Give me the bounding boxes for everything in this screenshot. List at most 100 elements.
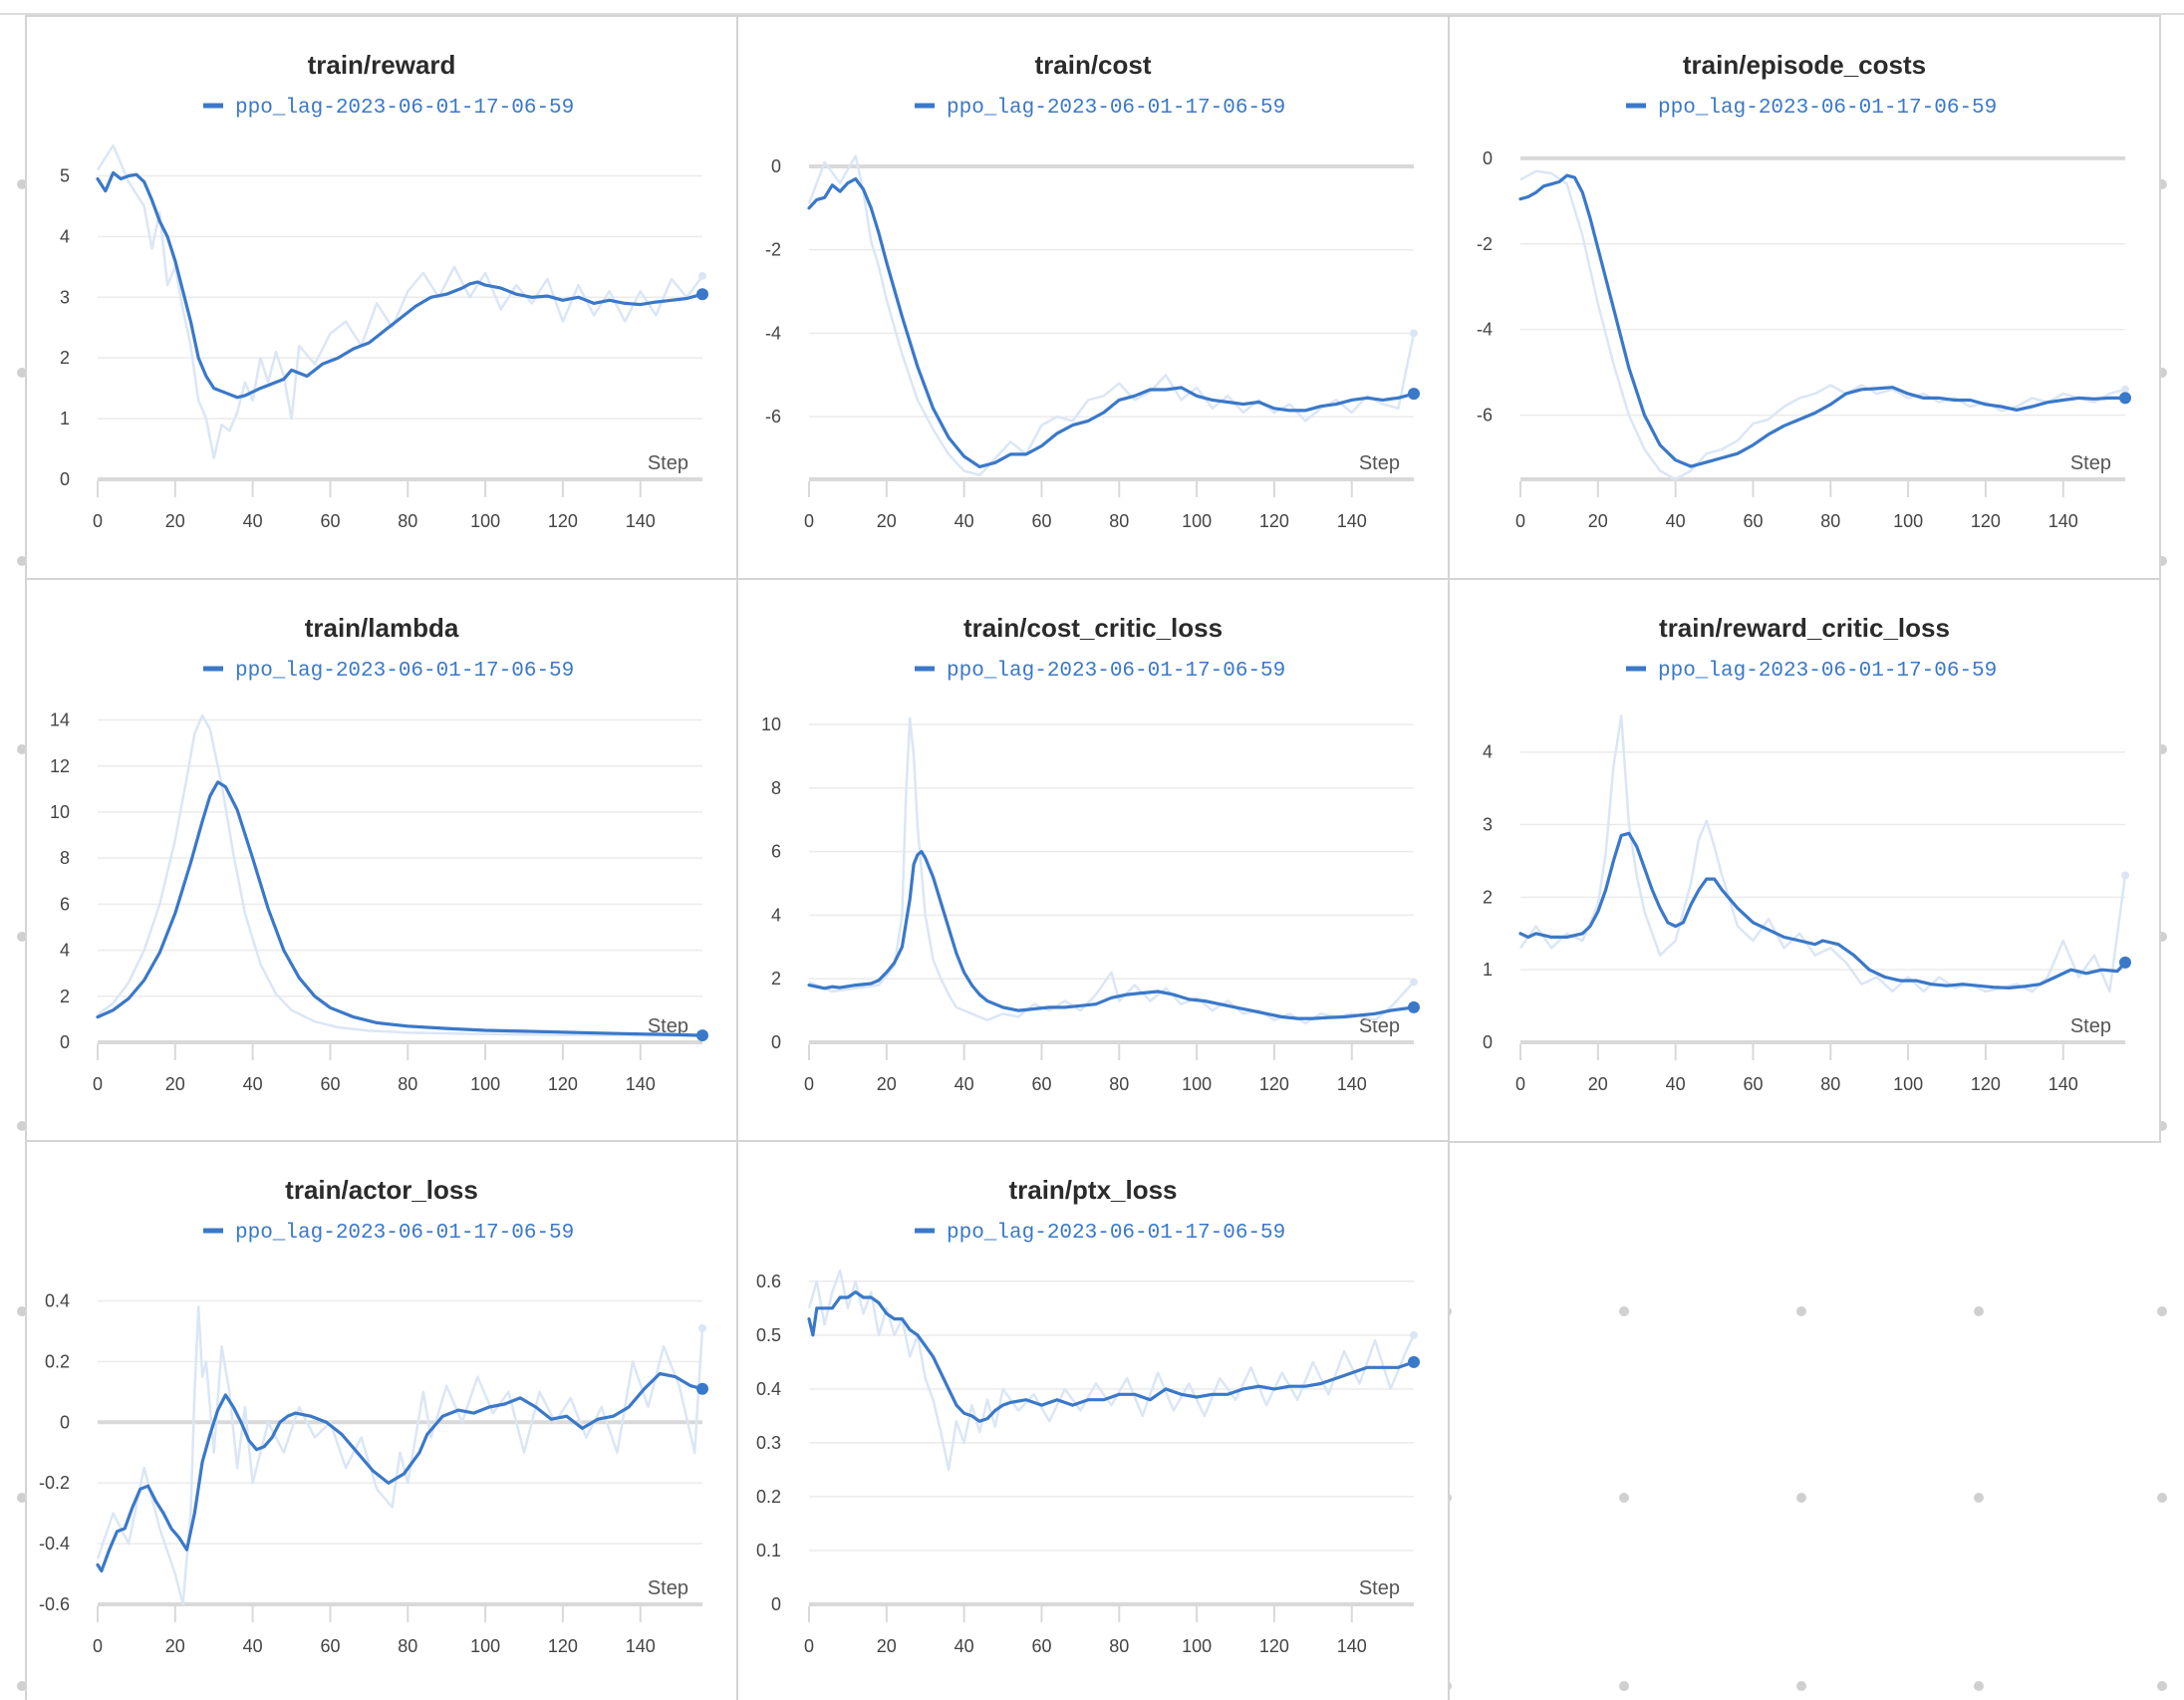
legend-label: ppo_lag-2023-06-01-17-06-59 — [235, 97, 574, 120]
y-tick-label: 0 — [771, 1032, 781, 1052]
y-tick-label: 14 — [50, 710, 70, 730]
x-tick-label: 80 — [1820, 1074, 1840, 1094]
y-tick-label: -2 — [1477, 234, 1493, 254]
raw-last-point — [698, 271, 706, 280]
smoothed-series-line — [96, 780, 704, 1037]
y-tick-label: 0.3 — [756, 1433, 781, 1453]
smoothed-last-point — [2119, 392, 2131, 405]
grid-dot — [1619, 1493, 1629, 1503]
grid-dot — [1796, 1306, 1806, 1316]
smoothed-last-point — [1408, 388, 1420, 401]
x-tick-label: 100 — [1182, 1636, 1212, 1656]
x-tick-label: 140 — [2048, 1074, 2078, 1094]
y-tick-label: 0.4 — [45, 1290, 70, 1310]
y-tick-label: 1 — [1483, 960, 1493, 980]
x-tick-label: 40 — [1666, 511, 1686, 531]
x-tick-label: 0 — [93, 1074, 103, 1094]
y-tick-label: 0.5 — [756, 1325, 781, 1345]
y-tick-label: 1 — [60, 409, 70, 428]
y-tick-label: 0.1 — [756, 1541, 781, 1560]
legend-label: ppo_lag-2023-06-01-17-06-59 — [947, 1222, 1285, 1245]
x-tick-label: 120 — [548, 511, 578, 531]
x-tick-label: 20 — [1588, 1074, 1608, 1094]
smoothed-last-point — [696, 1382, 708, 1395]
grid-dot — [17, 368, 27, 378]
x-tick-label: 0 — [804, 511, 814, 531]
y-tick-label: -0.6 — [39, 1594, 70, 1614]
y-tick-label: 0 — [771, 1594, 781, 1614]
chart-title: train/actor_loss — [285, 1175, 478, 1205]
raw-series-line — [1519, 169, 2126, 481]
x-axis-label: Step — [648, 452, 688, 474]
y-tick-label: 4 — [1483, 742, 1493, 762]
x-tick-label: 20 — [165, 1636, 185, 1656]
grid-dot — [1974, 1306, 1984, 1316]
x-axis-label: Step — [648, 1015, 688, 1037]
smoothed-series-line — [807, 1290, 1416, 1423]
x-tick-label: 0 — [804, 1074, 814, 1094]
grid-dot — [2157, 1681, 2167, 1691]
y-tick-label: 0 — [60, 1032, 70, 1052]
x-tick-label: 0 — [1515, 511, 1525, 531]
y-tick-label: 0.6 — [756, 1272, 781, 1291]
panel-frame — [736, 578, 1450, 1143]
raw-last-point — [1410, 329, 1418, 338]
legend-label: ppo_lag-2023-06-01-17-06-59 — [235, 660, 574, 683]
y-tick-label: 0 — [60, 1412, 70, 1432]
x-tick-label: 80 — [398, 1074, 417, 1094]
x-tick-label: 40 — [955, 511, 974, 531]
x-tick-label: 80 — [398, 1636, 417, 1656]
x-tick-label: 120 — [1971, 1074, 2001, 1094]
y-tick-label: 0.2 — [45, 1351, 70, 1371]
x-tick-label: 120 — [548, 1074, 578, 1094]
x-tick-label: 20 — [165, 511, 185, 531]
y-tick-label: 6 — [60, 894, 70, 914]
grid-dot — [2157, 1493, 2167, 1503]
y-tick-label: 2 — [771, 969, 781, 989]
grid-dot — [17, 1681, 27, 1691]
raw-last-point — [1410, 1330, 1418, 1339]
x-tick-label: 100 — [470, 1636, 500, 1656]
smoothed-series-line — [1518, 173, 2127, 468]
x-tick-label: 120 — [548, 1636, 578, 1656]
x-tick-label: 140 — [626, 1074, 656, 1094]
grid-dot — [17, 556, 27, 566]
x-tick-label: 120 — [1259, 1636, 1289, 1656]
y-tick-label: 8 — [771, 778, 781, 798]
x-axis-label: Step — [648, 1577, 688, 1599]
x-tick-label: 20 — [1588, 511, 1608, 531]
x-tick-label: 100 — [1182, 511, 1212, 531]
chart-title: train/episode_costs — [1683, 50, 1926, 80]
y-tick-label: 3 — [1483, 815, 1493, 835]
y-tick-label: 2 — [1483, 887, 1493, 907]
y-tick-label: -2 — [765, 240, 781, 260]
grid-dot — [17, 179, 27, 189]
x-tick-label: 100 — [1893, 1074, 1923, 1094]
raw-last-point — [698, 1323, 706, 1332]
x-tick-label: 20 — [165, 1074, 185, 1094]
panel-frame — [736, 15, 1450, 580]
x-tick-label: 80 — [1109, 1636, 1129, 1656]
y-tick-label: 0 — [1483, 1032, 1493, 1052]
y-tick-label: 4 — [771, 905, 781, 925]
legend-label: ppo_lag-2023-06-01-17-06-59 — [947, 660, 1285, 683]
grid-dot — [17, 1306, 27, 1316]
panel-frame — [1448, 578, 2161, 1143]
raw-series-line — [807, 154, 1416, 477]
x-tick-label: 100 — [470, 1074, 500, 1094]
x-tick-label: 140 — [1337, 511, 1367, 531]
x-tick-label: 100 — [470, 511, 500, 531]
x-tick-label: 80 — [1109, 1074, 1129, 1094]
y-tick-label: -4 — [765, 323, 781, 343]
raw-series-line — [97, 713, 703, 1037]
y-tick-label: 0 — [771, 156, 781, 176]
y-tick-label: 3 — [60, 287, 70, 307]
grid-dot — [1796, 1493, 1806, 1503]
y-tick-label: -0.4 — [39, 1534, 70, 1554]
x-tick-label: 60 — [1743, 511, 1763, 531]
grid-dot — [17, 1121, 27, 1131]
smoothed-last-point — [2119, 956, 2131, 969]
chart-title: train/reward — [308, 50, 456, 80]
x-tick-label: 80 — [1109, 511, 1129, 531]
raw-last-point — [2121, 871, 2129, 880]
